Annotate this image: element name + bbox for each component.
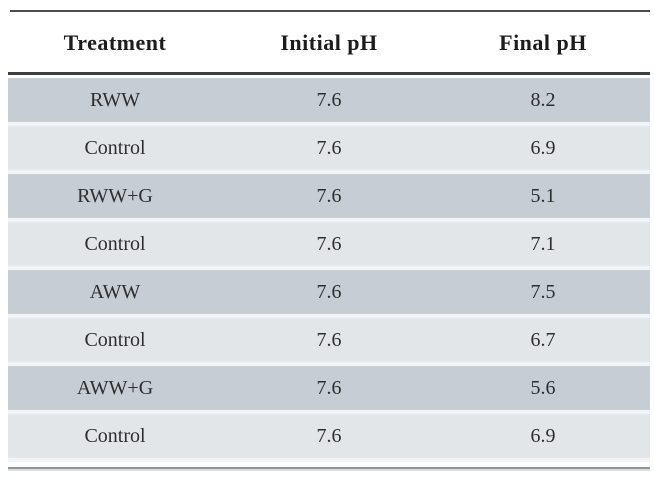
cell-treatment: Control [84,136,146,159]
cell-treatment: AWW+G [76,376,154,399]
cell-treatment: Control [84,232,146,255]
cell-final-ph: 6.7 [530,328,556,351]
cell-final-ph: 5.6 [530,376,556,399]
cell-treatment: Control [84,424,146,447]
cell-treatment: RWW+G [77,184,153,207]
table-row: RWW 7.6 8.2 [8,78,650,122]
cell-final-ph: 7.1 [530,232,556,255]
cell-treatment: AWW [89,280,141,303]
cell-initial-ph: 7.6 [316,136,342,159]
cell-treatment: RWW [90,88,140,111]
table-row: Control 7.6 6.9 [8,414,650,458]
cell-initial-ph: 7.6 [316,88,342,111]
cell-final-ph: 6.9 [530,424,556,447]
table-row: RWW+G 7.6 5.1 [8,174,650,218]
cell-initial-ph: 7.6 [316,376,342,399]
table-row: AWW 7.6 7.5 [8,270,650,314]
table-row: AWW+G 7.6 5.6 [8,366,650,410]
cell-initial-ph: 7.6 [316,424,342,447]
cell-initial-ph: 7.6 [316,232,342,255]
cell-final-ph: 7.5 [530,280,556,303]
cell-initial-ph: 7.6 [316,280,342,303]
cell-final-ph: 8.2 [530,88,556,111]
column-header-final-ph: Final pH [499,29,587,55]
header-rule [8,72,650,75]
cell-initial-ph: 7.6 [316,184,342,207]
top-rule [10,10,650,12]
cell-treatment: Control [84,328,146,351]
column-header-initial-ph: Initial pH [280,29,378,55]
column-header-treatment: Treatment [63,29,167,55]
table-header: Treatment Initial pH Final pH [8,13,650,72]
cell-final-ph: 5.1 [530,184,556,207]
table-row: Control 7.6 7.1 [8,222,650,266]
bottom-rule [8,467,650,471]
cell-initial-ph: 7.6 [316,328,342,351]
table-body: RWW 7.6 8.2 Control 7.6 6.9 RWW+G 7.6 5.1 Control… [8,78,650,462]
cell-final-ph: 6.9 [530,136,556,159]
table-row: Control 7.6 6.7 [8,318,650,362]
table-row: Control 7.6 6.9 [8,126,650,170]
